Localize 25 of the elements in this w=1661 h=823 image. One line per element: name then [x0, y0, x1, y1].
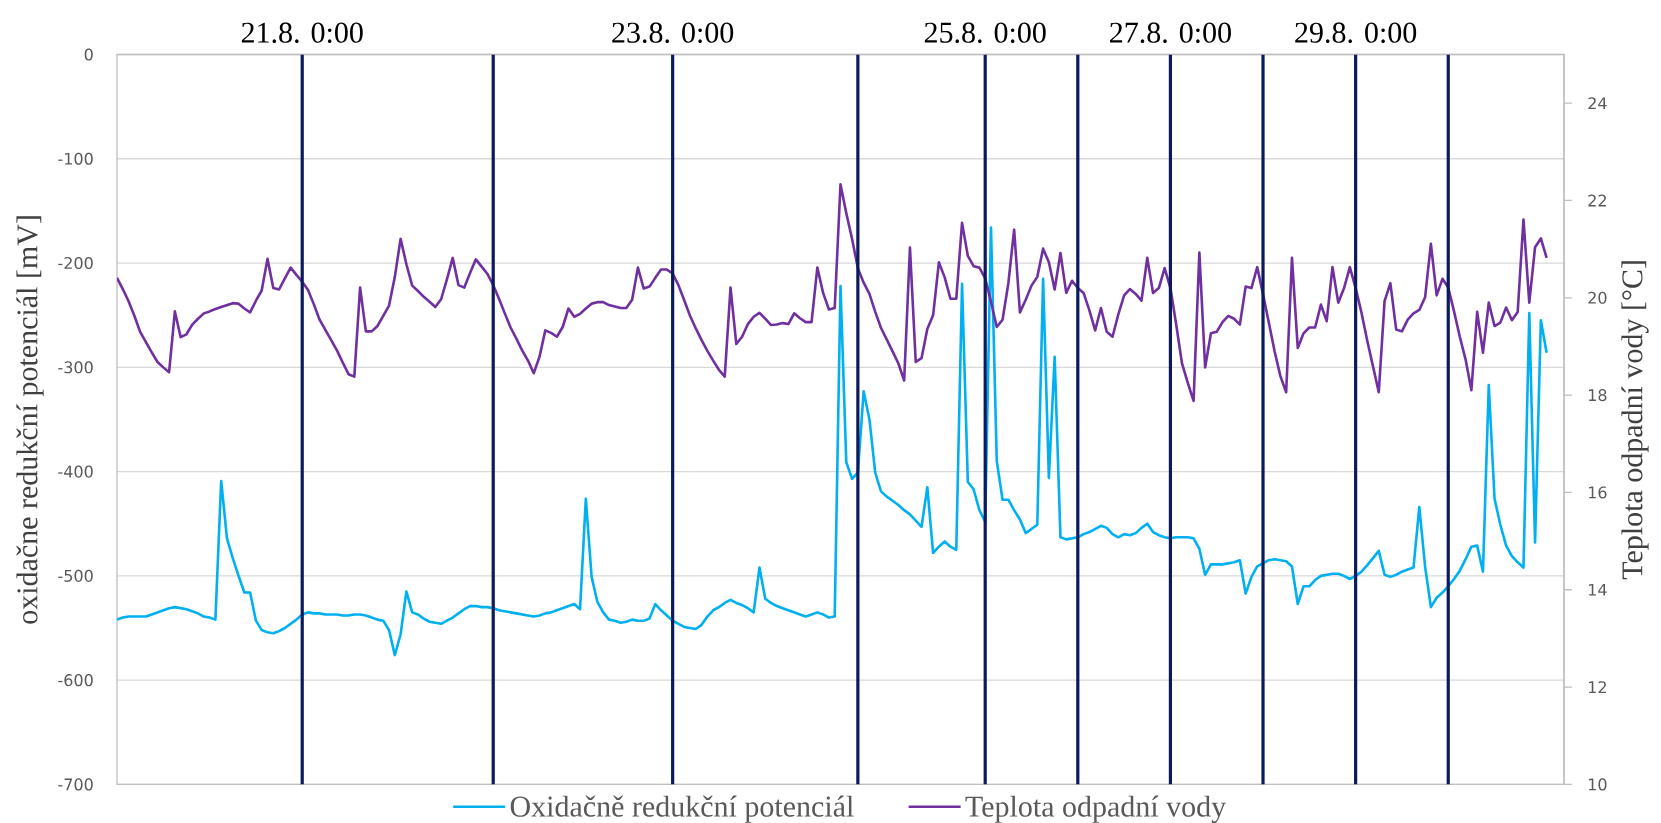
y-tick-label: -700 [58, 778, 93, 791]
y-tick-label: -100 [58, 152, 93, 165]
y-tick-label: -400 [58, 465, 93, 478]
y2-tick-label: 22 [1588, 194, 1606, 207]
y2-tick-label: 16 [1588, 486, 1607, 499]
y2-tick-label: 18 [1588, 389, 1607, 402]
y-tick-label: -500 [58, 569, 93, 582]
x-tick-label: 23.8. 0:00 [612, 22, 734, 43]
y2-tick-label: 24 [1588, 97, 1607, 110]
x-tick-label: 25.8. 0:00 [924, 22, 1046, 43]
legend-label: Oxidačně redukční potenciál [510, 795, 854, 823]
y-tick-label: -300 [58, 361, 93, 374]
y-tick-label: -200 [58, 256, 93, 270]
y-axis-title: oxidačne redukční potenciál [mV] [16, 216, 44, 624]
y-tick-label: -600 [58, 674, 93, 687]
legend-label: Teplota odpadní vody [965, 795, 1227, 823]
y2-axis-title: Teplota odpadní vody [°C] [1621, 261, 1649, 580]
x-tick-label: 21.8. 0:00 [241, 22, 363, 43]
y2-tick-label: 20 [1588, 291, 1607, 304]
x-tick-label: 27.8. 0:00 [1110, 22, 1231, 43]
y2-tick-label: 14 [1588, 583, 1607, 596]
y-tick-label: 0 [84, 48, 93, 61]
y2-tick-label: 10 [1588, 778, 1607, 791]
x-tick-label: 29.8. 0:00 [1295, 22, 1417, 43]
y2-tick-label: 12 [1588, 681, 1606, 694]
